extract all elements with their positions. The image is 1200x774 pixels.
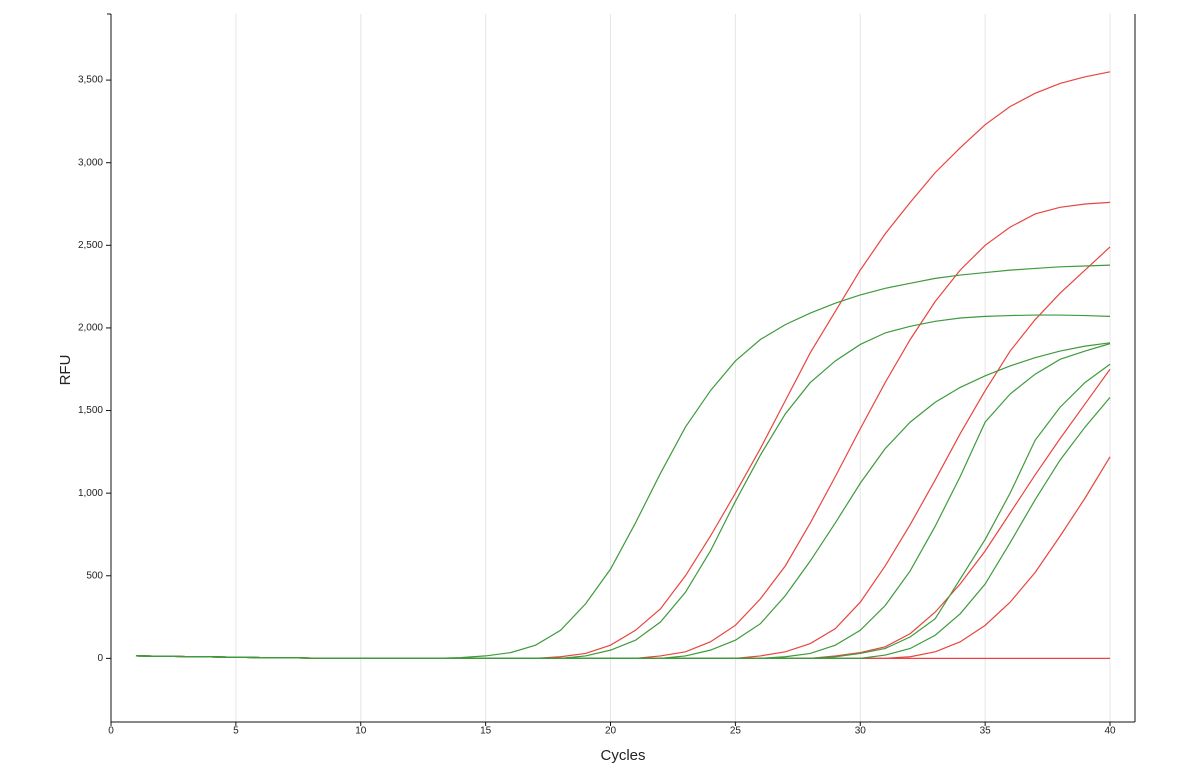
y-tick-label: 1,500 <box>78 405 103 416</box>
y-tick-label: 500 <box>86 570 103 581</box>
series-line <box>135 396 1111 659</box>
series-line <box>135 343 1111 659</box>
x-tick-label: 10 <box>355 726 367 737</box>
x-tick-label: 0 <box>108 726 114 737</box>
series-line <box>135 201 1111 659</box>
series-line <box>135 456 1111 659</box>
x-tick-label: 5 <box>233 726 239 737</box>
y-tick-label: 1,000 <box>78 488 103 499</box>
y-tick-label: 0 <box>97 653 103 664</box>
x-tick-label: 40 <box>1104 726 1116 737</box>
series-line <box>135 246 1111 659</box>
x-tick-label: 30 <box>855 726 867 737</box>
x-tick-label: 35 <box>980 726 992 737</box>
series-line <box>135 363 1111 659</box>
y-tick-label: 3,500 <box>78 75 103 86</box>
y-axis-label: RFU <box>57 355 74 386</box>
x-axis-label: Cycles <box>600 747 645 764</box>
series-line <box>135 71 1111 659</box>
series-line <box>135 342 1111 659</box>
series-line <box>135 368 1111 659</box>
y-tick-label: 2,500 <box>78 240 103 251</box>
x-tick-label: 15 <box>480 726 492 737</box>
y-tick-label: 2,000 <box>78 323 103 334</box>
x-tick-label: 20 <box>605 726 617 737</box>
y-tick-label: 3,000 <box>78 157 103 168</box>
series-line <box>135 264 1111 659</box>
x-tick-label: 25 <box>730 726 742 737</box>
series-line <box>135 314 1111 659</box>
